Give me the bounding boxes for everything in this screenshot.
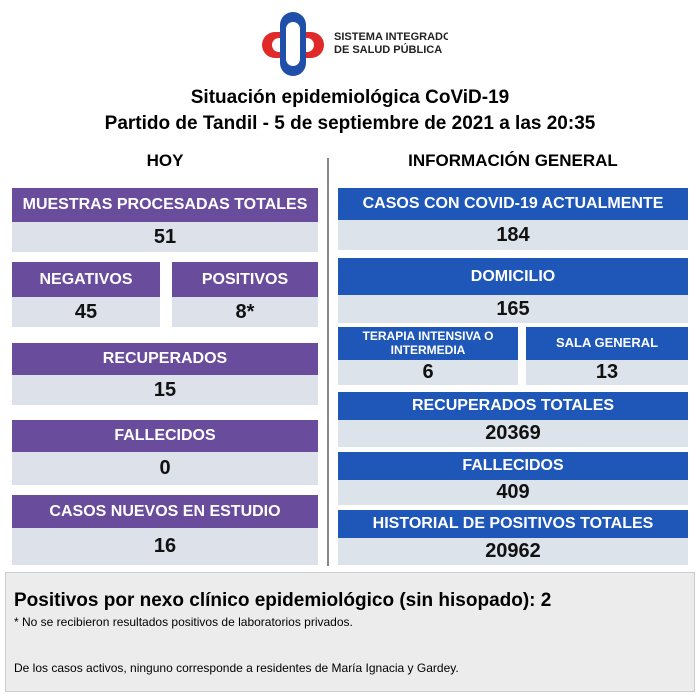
box-label: MUESTRAS PROCESADAS TOTALES <box>12 188 318 222</box>
box-value: 184 <box>338 220 688 250</box>
box-value: 409 <box>338 480 688 505</box>
box-label: DOMICILIO <box>338 258 688 295</box>
box-label: HISTORIAL DE POSITIVOS TOTALES <box>338 510 688 538</box>
box-label: SALA GENERAL <box>526 327 688 360</box>
box-value: 51 <box>12 222 318 252</box>
logo-text: DE SALUD PÚBLICA <box>334 43 442 56</box>
box-label: CASOS CON COVID-19 ACTUALMENTE <box>338 188 688 220</box>
box-value: 20369 <box>338 420 688 447</box>
box-value: 16 <box>12 528 318 565</box>
divider <box>327 158 329 566</box>
box-value: 0 <box>12 452 318 485</box>
box-value: 45 <box>12 297 160 327</box>
logo-text: SISTEMA INTEGRADO <box>334 31 448 43</box>
box-value: 20962 <box>338 538 688 565</box>
logo: SISTEMA INTEGRADO DE SALUD PÚBLICA <box>262 12 448 76</box>
footer-note: * No se recibieron resultados positivos … <box>14 615 353 629</box>
box-value: 8* <box>172 297 318 327</box>
footer-headline: Positivos por nexo clínico epidemiológic… <box>14 590 552 611</box>
footer-panel <box>5 572 695 692</box>
logo-shape <box>286 22 300 66</box>
box-value: 13 <box>526 360 688 385</box>
section-heading: HOY <box>146 151 184 170</box>
box-value: 165 <box>338 295 688 323</box>
title: Situación epidemiológica CoViD-19 <box>190 87 510 108</box>
subtitle: Partido de Tandil - 5 de septiembre de 2… <box>104 113 596 134</box>
footer-remark: De los casos activos, ninguno correspond… <box>14 661 459 675</box>
box-label: POSITIVOS <box>172 262 318 297</box>
box-label: RECUPERADOS <box>12 343 318 375</box>
box-value: 6 <box>338 360 518 385</box>
box-label: NEGATIVOS <box>12 262 160 297</box>
box-label: RECUPERADOS TOTALES <box>338 392 688 420</box>
box-value: 15 <box>12 375 318 405</box>
box-label: TERAPIA INTENSIVA O INTERMEDIA <box>338 327 518 360</box>
section-heading: INFORMACIÓN GENERAL <box>408 151 618 170</box>
box-label: FALLECIDOS <box>12 420 318 452</box>
box-label: FALLECIDOS <box>338 452 688 480</box>
box-label: CASOS NUEVOS EN ESTUDIO <box>12 495 318 528</box>
